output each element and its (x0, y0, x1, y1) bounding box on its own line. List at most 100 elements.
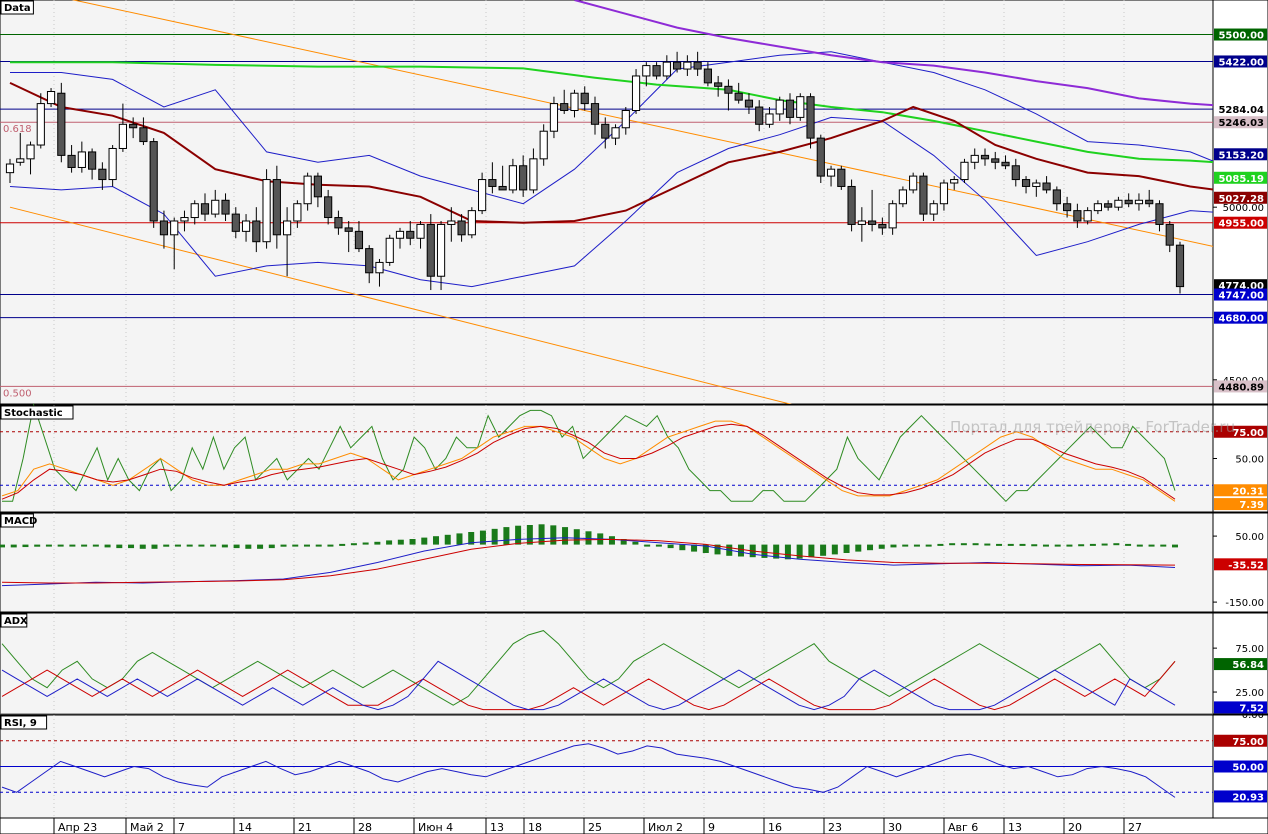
candle-body[interactable] (539, 130, 548, 160)
candle-body[interactable] (46, 91, 56, 105)
candle-body[interactable] (1021, 179, 1031, 187)
candle-body[interactable] (878, 223, 887, 229)
candle-body[interactable] (970, 154, 979, 163)
candle-body[interactable] (991, 158, 1000, 163)
candle-body[interactable] (221, 199, 230, 215)
candle-body[interactable] (478, 179, 487, 212)
candle-body[interactable] (365, 248, 374, 274)
candle-body[interactable] (1032, 182, 1041, 187)
macd-pane[interactable] (0, 512, 1214, 613)
candle-body[interactable] (180, 217, 189, 222)
candle-body[interactable] (744, 99, 754, 108)
candle-body[interactable] (868, 220, 877, 225)
candle-body[interactable] (457, 220, 466, 236)
candle-body[interactable] (785, 99, 795, 118)
candle-body[interactable] (1093, 203, 1102, 212)
candle-body[interactable] (303, 175, 312, 205)
candle-body[interactable] (498, 185, 507, 191)
candle-body[interactable] (313, 175, 322, 198)
candle-body[interactable] (354, 230, 364, 250)
candle-body[interactable] (570, 92, 579, 111)
candle-body[interactable] (775, 99, 784, 115)
candle-body[interactable] (806, 96, 815, 139)
candle-body[interactable] (436, 223, 446, 277)
candle-body[interactable] (108, 147, 117, 181)
candle-body[interactable] (231, 213, 240, 232)
candle-body[interactable] (1011, 165, 1020, 181)
candle-body[interactable] (611, 127, 620, 139)
adx-pane[interactable] (0, 612, 1214, 715)
candle-body[interactable] (631, 75, 641, 111)
candle-body[interactable] (662, 61, 671, 77)
candle-body[interactable] (519, 165, 528, 191)
candle-body[interactable] (1165, 223, 1174, 246)
candle-body[interactable] (1042, 182, 1051, 191)
candle-body[interactable] (26, 144, 35, 160)
candle-body[interactable] (16, 158, 25, 163)
candle-body[interactable] (560, 103, 569, 111)
candle-body[interactable] (129, 123, 138, 129)
candle-body[interactable] (344, 227, 353, 232)
candle-body[interactable] (1124, 199, 1133, 205)
candle-body[interactable] (857, 220, 866, 225)
candle-body[interactable] (241, 220, 251, 232)
candle-body[interactable] (950, 179, 959, 184)
candle-body[interactable] (693, 61, 702, 70)
candle-body[interactable] (703, 68, 712, 84)
candle-body[interactable] (170, 220, 179, 236)
candle-body[interactable] (98, 168, 107, 181)
candle-body[interactable] (375, 261, 384, 274)
candle-body[interactable] (1063, 203, 1072, 212)
candle-body[interactable] (1104, 203, 1113, 208)
candle-body[interactable] (324, 196, 333, 219)
candle-body[interactable] (673, 61, 682, 70)
candle-body[interactable] (406, 230, 415, 239)
candle-body[interactable] (909, 175, 918, 191)
candle-body[interactable] (200, 203, 210, 215)
candle-body[interactable] (508, 165, 517, 191)
candle-body[interactable] (724, 85, 733, 94)
candle-body[interactable] (714, 82, 723, 87)
candle-body[interactable] (211, 199, 220, 215)
candle-body[interactable] (529, 158, 538, 191)
candle-body[interactable] (1001, 161, 1010, 167)
candle-body[interactable] (642, 65, 651, 77)
candle-body[interactable] (1073, 210, 1082, 222)
candle-body[interactable] (426, 223, 435, 277)
candle-body[interactable] (57, 92, 66, 156)
candle-body[interactable] (919, 175, 928, 215)
candle-body[interactable] (549, 103, 559, 132)
candle-body[interactable] (272, 179, 281, 236)
candle-body[interactable] (847, 185, 856, 225)
candle-body[interactable] (395, 230, 405, 239)
candle-body[interactable] (580, 92, 589, 105)
candle-body[interactable] (765, 113, 774, 125)
candle-body[interactable] (1052, 189, 1061, 205)
candle-body[interactable] (1155, 203, 1164, 225)
candle-body[interactable] (796, 96, 805, 118)
candle-body[interactable] (683, 61, 692, 70)
candle-body[interactable] (1114, 199, 1123, 208)
candle-body[interactable] (837, 168, 846, 187)
candle-body[interactable] (888, 203, 897, 229)
candle-body[interactable] (467, 210, 476, 236)
candle-body[interactable] (5, 163, 15, 174)
candle-body[interactable] (601, 123, 610, 139)
candle-body[interactable] (262, 179, 271, 243)
main-pane[interactable] (0, 0, 1214, 405)
candle-body[interactable] (36, 103, 45, 146)
candle-body[interactable] (88, 151, 97, 170)
candle-body[interactable] (980, 154, 990, 160)
candle-body[interactable] (652, 65, 661, 77)
candle-body[interactable] (67, 154, 76, 168)
candle-body[interactable] (159, 220, 169, 236)
candle-body[interactable] (488, 179, 497, 187)
candle-body[interactable] (816, 137, 825, 177)
candle-body[interactable] (826, 168, 836, 177)
candle-body[interactable] (621, 109, 630, 129)
candle-body[interactable] (1145, 199, 1154, 205)
candle-body[interactable] (590, 103, 600, 125)
candle-body[interactable] (190, 203, 199, 219)
candle-body[interactable] (734, 92, 743, 101)
